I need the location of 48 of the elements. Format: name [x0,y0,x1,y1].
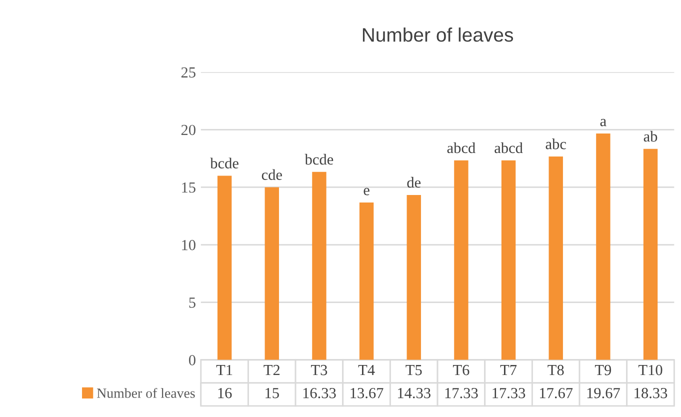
annotation: bcde [304,154,334,165]
annotation: bcde [210,158,238,168]
y-tick-label: 25 [181,67,196,78]
bar [359,202,374,360]
data-label: 15 [266,388,279,398]
x-tick-label: T5 [406,365,422,376]
annotation: e [364,188,370,196]
y-tick-label: 10 [182,240,196,250]
bar [454,160,468,360]
annotation: abcd [494,142,523,154]
y-tick-label: 20 [181,124,196,136]
data-label: 19.67 [587,388,620,398]
x-tick-label: T7 [500,365,517,376]
bar [312,172,326,360]
bar [548,156,563,360]
data-label: 17.33 [445,388,478,398]
bar [264,187,279,360]
data-label: 14.33 [398,388,430,398]
x-tick-label: T8 [548,364,564,376]
data-label: 17.67 [540,388,573,398]
annotation: de [407,176,421,188]
data-label: 13.67 [350,388,384,398]
data-label: 16.33 [303,388,336,398]
y-tick-label: 0 [188,355,196,366]
bar [217,176,232,360]
data-label: 16 [218,388,232,398]
x-tick-label: T9 [594,364,612,376]
y-tick-label: 5 [189,298,196,308]
chart-title: Number of leaves [362,27,514,42]
x-tick-label: T3 [311,364,328,376]
x-tick-label: T1 [216,364,232,376]
annotation: a [600,118,606,126]
bar [501,160,516,360]
x-tick-label: T6 [453,364,470,376]
bar [643,148,658,360]
annotation: ab [644,130,658,142]
bar [596,133,610,360]
bar [406,194,421,360]
annotation: abc [546,138,566,150]
annotation: abcd [447,142,476,154]
data-label: 17.33 [492,388,526,398]
y-tick-label: 15 [182,182,196,193]
data-label: 18.33 [634,388,668,398]
x-tick-label: T4 [358,364,375,376]
legend-label: Number of leaves [97,388,195,398]
annotation: cde [262,169,282,180]
x-tick-label: T2 [264,364,280,376]
x-tick-label: T10 [638,364,662,376]
